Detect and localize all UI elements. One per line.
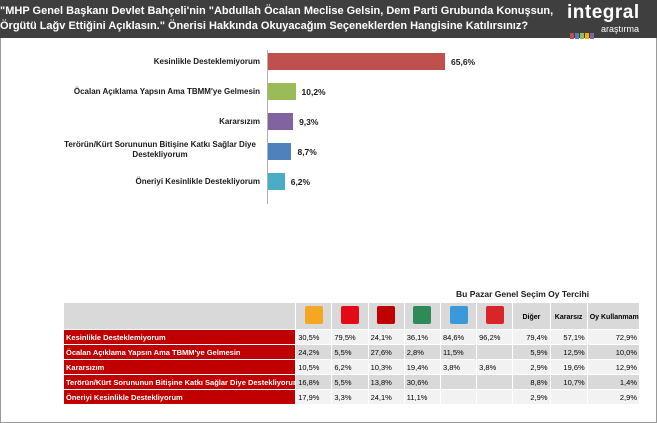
table-column-header (439, 302, 478, 330)
table-row-label: Terörün/Kürt Sorununun Bitişine Katkı Sa… (62, 374, 297, 390)
table-column-header (367, 302, 405, 330)
integral-logo-text: integral (567, 2, 640, 23)
bar-chart-axis (267, 50, 268, 204)
bar-category-label: Öcalan Açıklama Yapsın Ama TBMM'ye Gelme… (73, 87, 260, 96)
table-cell: 5,5% (331, 374, 369, 390)
table-corner (62, 302, 297, 330)
table-cell: 27,6% (367, 344, 405, 360)
bar-value-label: 9,3% (299, 117, 319, 127)
bar-value-label: 6,2% (290, 177, 311, 187)
table-cell: 6,2% (331, 359, 369, 375)
table-cell (439, 374, 478, 390)
bar-category-label: Kesinlikle Desteklemiyorum (153, 57, 260, 66)
table-cell: 24,1% (367, 329, 405, 345)
bar-value-label: 65,6% (451, 57, 476, 67)
table-cell: 5,5% (331, 344, 369, 360)
yeniden-refah-logo-icon (485, 306, 504, 324)
table-cell: 3,3% (331, 389, 369, 405)
table-column-header: Oy Kullanmam (586, 302, 641, 330)
dem-parti-logo-icon (413, 306, 432, 324)
bar (268, 53, 445, 70)
table-row: Öneriyi Kesinlikle Destekliyorum 17,9% 3,3… (62, 389, 641, 405)
table-cell: 12,5% (549, 344, 588, 360)
table-cell: 2,9% (512, 359, 551, 375)
column-header-label: Kararsız (554, 313, 583, 321)
table-row: Terörün/Kürt Sorununun Bitişine Katkı Sa… (62, 374, 641, 390)
question-line-1: "MHP Genel Başkanı Devlet Bahçeli'nin "A… (0, 5, 554, 17)
table-row-label: Kararsızım (62, 359, 297, 375)
question-line-2: Örgütü Lağv Ettiğini Açıklasın." Önerisi… (0, 20, 529, 32)
table-row: Kararsızım 10,5% 6,2% 10,3% 19,4% 3,8% 3,8% 2,9… (62, 359, 641, 375)
bar-value-label: 10,2% (301, 87, 326, 97)
table-column-header: Diğer (512, 302, 551, 330)
table-cell: 10,3% (367, 359, 405, 375)
table-cell: 13,8% (367, 374, 405, 390)
header-banner: "MHP Genel Başkanı Devlet Bahçeli'nin "A… (0, 0, 657, 39)
bar-value-label: 8,7% (297, 147, 317, 157)
table-cell (476, 374, 514, 390)
table-cell: 8,8% (512, 374, 551, 390)
bar (268, 113, 294, 130)
table-cell: 12,9% (586, 359, 641, 375)
table-cell: 10,5% (295, 359, 333, 375)
table-cell (476, 389, 514, 405)
table-cell: 30,6% (403, 374, 441, 390)
mhp-logo-icon (377, 306, 396, 324)
table-cell (439, 389, 478, 405)
table-cell: 5,9% (512, 344, 551, 360)
table-cell: 2,9% (512, 389, 551, 405)
table-cell: 11,1% (403, 389, 441, 405)
table-cell: 3,8% (439, 359, 478, 375)
column-header-label: Diğer (522, 313, 541, 321)
table-cell: 2,9% (586, 389, 641, 405)
table-column-header (476, 302, 514, 330)
ak-parti-logo-icon (304, 306, 323, 324)
column-header-label: Oy Kullanmam (589, 313, 639, 321)
table-cell: 16,8% (295, 374, 333, 390)
table-cell: 11,5% (439, 344, 478, 360)
table-cell: 79,5% (331, 329, 369, 345)
table-column-header (331, 302, 369, 330)
table-cell (549, 389, 588, 405)
table-cell: 1,4% (586, 374, 641, 390)
table-row-label: Öneriyi Kesinlikle Destekliyorum (62, 389, 297, 405)
table-column-header (403, 302, 441, 330)
table-cell: 24,2% (295, 344, 333, 360)
table-cell: 10,7% (549, 374, 588, 390)
table-cell: 84,6% (439, 329, 478, 345)
table-row: Kesinlikle Desteklemiyorum 30,5% 79,5% 24,1… (62, 329, 641, 345)
table-column-header (295, 302, 333, 330)
table-cell: 10,0% (586, 344, 641, 360)
table-cell: 72,9% (586, 329, 641, 345)
integral-logo-subtext: araştırma (601, 24, 640, 34)
table-cell: 19,4% (403, 359, 441, 375)
table-cell (476, 344, 514, 360)
bar-category-label: Öneriyi Kesinlikle Destekliyorum (135, 177, 261, 186)
iyi-parti-logo-icon (449, 306, 468, 324)
table-cell: 79,4% (512, 329, 551, 345)
table-cell: 17,9% (295, 389, 333, 405)
bar (268, 143, 292, 160)
bar-category-label: Terörün/Kürt Sorununun Bitişine Katkı Sa… (64, 140, 256, 159)
table-cell: 19,6% (549, 359, 588, 375)
bar (268, 83, 296, 100)
table-cell: 24,1% (367, 389, 405, 405)
table-cell: 30,5% (295, 329, 333, 345)
table-row-label: Öcalan Açıklama Yapsın Ama TBMM'ye Gelme… (62, 344, 297, 360)
table-row-label: Kesinlikle Desteklemiyorum (62, 329, 297, 345)
vote-preference-table: Diğer Kararsız Oy Kullanmam Kesinlikle Dest… (62, 302, 641, 405)
table-cell: 57,1% (549, 329, 588, 345)
chp-logo-icon (340, 306, 359, 324)
integral-logo-squares-icon (570, 26, 598, 39)
bar (268, 173, 285, 190)
table-cell: 96,2% (476, 329, 514, 345)
table-cell: 2,8% (403, 344, 441, 360)
table-column-header: Kararsız (549, 302, 588, 330)
table-cell: 36,1% (403, 329, 441, 345)
table-row: Öcalan Açıklama Yapsın Ama TBMM'ye Gelme… (62, 344, 641, 360)
bar-category-label: Kararsızım (219, 117, 260, 126)
table-title: Bu Pazar Genel Seçim Oy Tercihi (456, 289, 590, 299)
table-cell: 3,8% (476, 359, 514, 375)
